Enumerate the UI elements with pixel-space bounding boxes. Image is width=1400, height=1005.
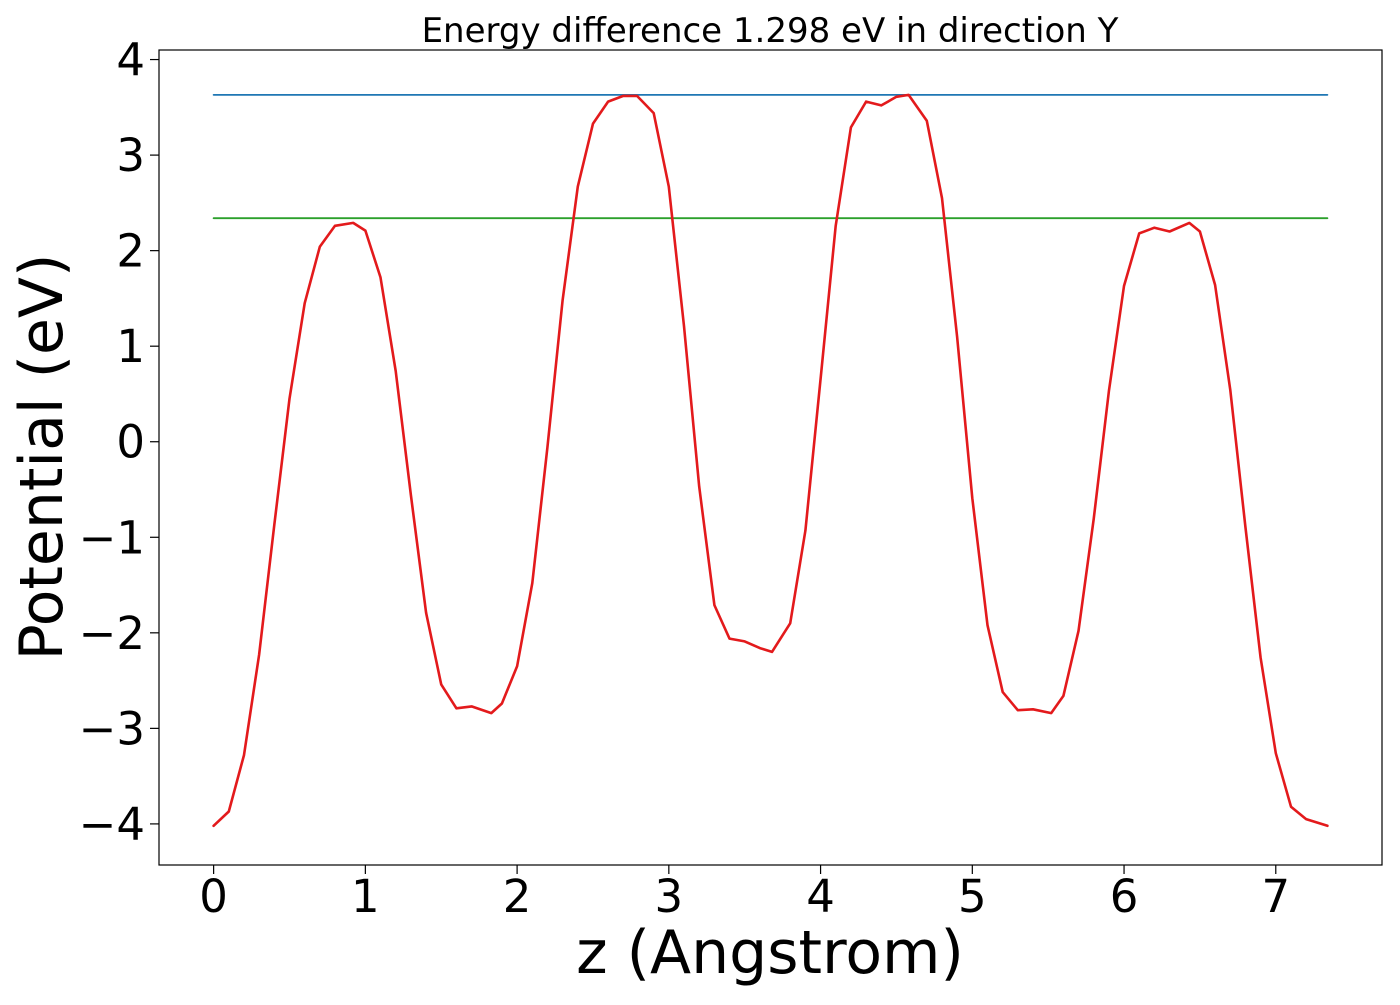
- x-tick-label: 4: [806, 870, 835, 923]
- x-axis-label: z (Angstrom): [576, 918, 964, 988]
- x-tick-label: 7: [1261, 870, 1290, 923]
- y-tick-label: −4: [79, 798, 145, 851]
- x-tick-label: 3: [655, 870, 684, 923]
- y-tick-label: 3: [116, 129, 145, 182]
- y-tick-label: 2: [116, 225, 145, 278]
- x-tick-label: 5: [958, 870, 987, 923]
- x-axis: 0 1 2 3 4 5 6 7: [199, 865, 1290, 923]
- y-tick-label: 0: [116, 416, 145, 469]
- series-line-3: [212, 93, 1329, 828]
- y-axis: −4 −3 −2 −1 0 1 2 3 4: [79, 34, 159, 851]
- y-tick-label: −3: [79, 702, 145, 755]
- y-tick-label: −2: [79, 607, 145, 660]
- y-tick-label: 4: [116, 34, 145, 87]
- y-tick-label: 1: [116, 320, 145, 373]
- x-tick-label: 1: [351, 870, 380, 923]
- y-axis-label: Potential (eV): [7, 254, 77, 661]
- series-layer: [212, 93, 1329, 828]
- x-tick-label: 0: [199, 870, 228, 923]
- x-tick-label: 6: [1110, 870, 1139, 923]
- x-tick-label: 2: [503, 870, 532, 923]
- axes-frame: [158, 49, 1383, 866]
- y-tick-label: −1: [79, 511, 145, 564]
- chart-title: Energy difference 1.298 eV in direction …: [422, 11, 1119, 51]
